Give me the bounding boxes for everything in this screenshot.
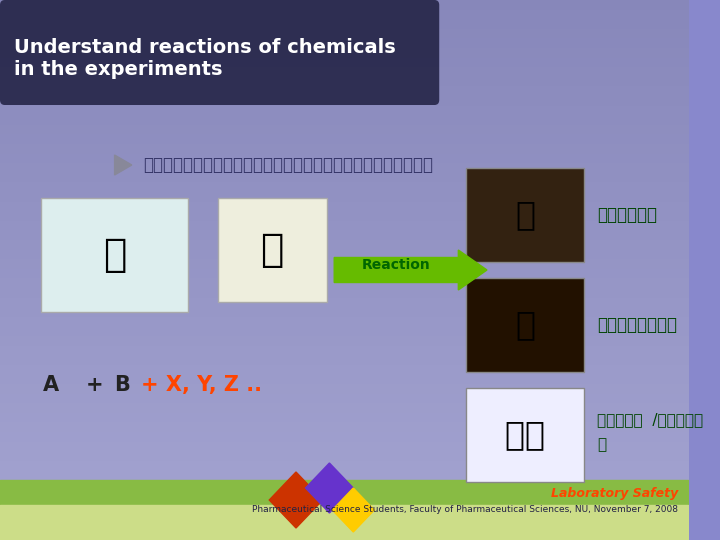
Text: +: + [86, 375, 104, 395]
FancyBboxPatch shape [41, 198, 188, 312]
Text: + X, Y, Z ..: + X, Y, Z .. [141, 375, 262, 395]
Polygon shape [269, 472, 323, 528]
Text: 🔥: 🔥 [516, 308, 535, 341]
Text: A: A [43, 375, 59, 395]
Text: Pharmaceutical Science Students, Faculty of Pharmaceutical Sciences, NU, Novembe: Pharmaceutical Science Students, Faculty… [252, 505, 678, 515]
Text: Understand reactions of chemicals
in the experiments: Understand reactions of chemicals in the… [14, 38, 396, 79]
Text: พ: พ [597, 437, 606, 453]
FancyBboxPatch shape [466, 388, 585, 482]
Text: B: B [114, 375, 130, 395]
Text: 💥: 💥 [516, 199, 535, 232]
Polygon shape [114, 155, 132, 175]
Polygon shape [305, 463, 354, 513]
Polygon shape [333, 488, 374, 532]
Text: สารพษ  /กาซพว: สารพษ /กาซพว [597, 413, 703, 428]
Text: 🧪: 🧪 [103, 236, 126, 274]
FancyBboxPatch shape [217, 198, 327, 302]
FancyBboxPatch shape [466, 278, 585, 372]
Text: 👨‍🔬: 👨‍🔬 [505, 418, 545, 451]
Text: 🤲: 🤲 [261, 231, 284, 269]
FancyBboxPatch shape [0, 0, 439, 105]
Text: ความร้อน: ความร้อน [597, 316, 677, 334]
Text: ระเบิด: ระเบิด [597, 206, 657, 224]
Text: Laboratory Safety: Laboratory Safety [551, 488, 678, 501]
Text: ปฏิกริยาที่เกิดขึ้นในการทดลอง: ปฏิกริยาที่เกิดขึ้นในการทดลอง [143, 156, 433, 174]
FancyArrow shape [334, 250, 487, 290]
FancyBboxPatch shape [466, 168, 585, 262]
Text: Reaction: Reaction [362, 258, 431, 272]
